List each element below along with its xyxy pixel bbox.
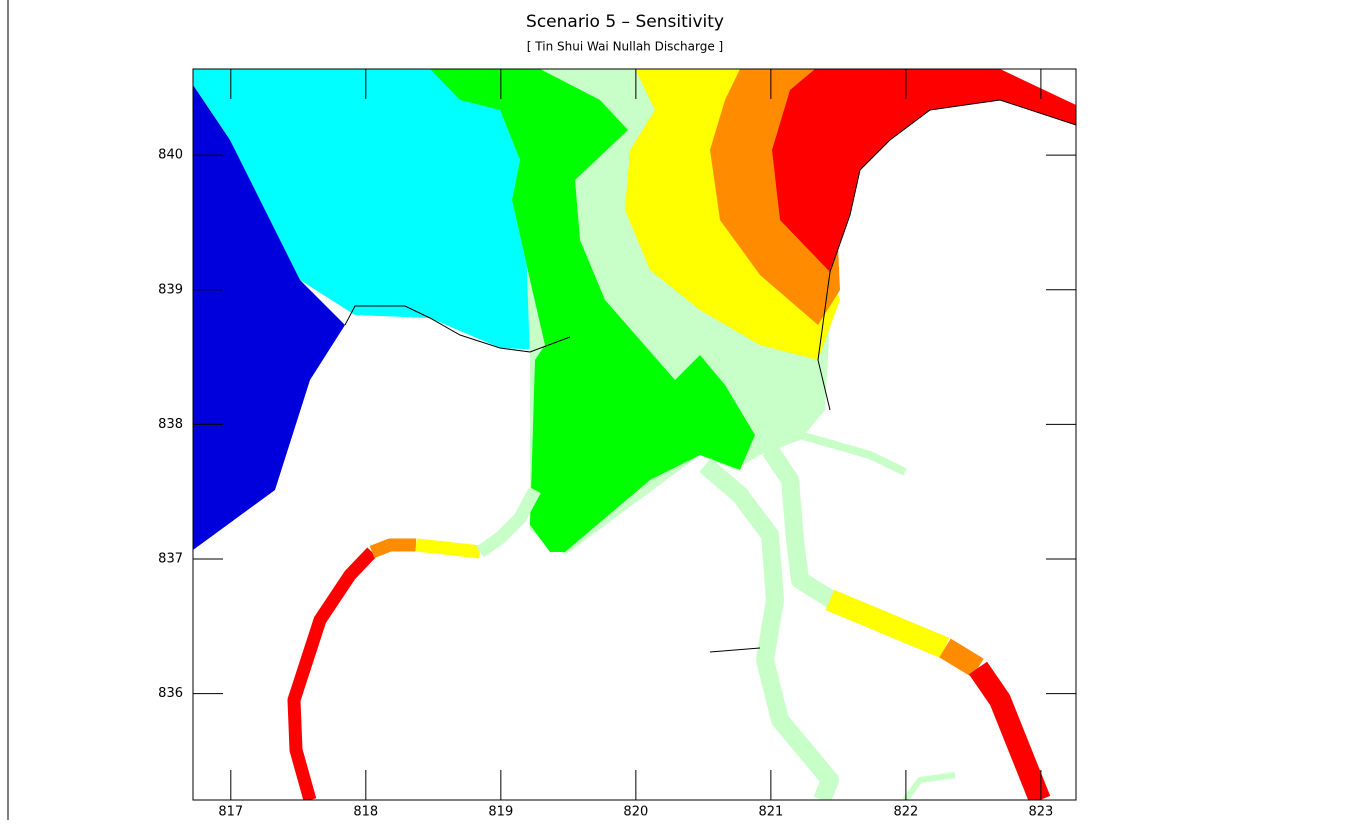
y-tick-label: 839 <box>158 282 183 297</box>
river-lightgreen <box>476 486 541 558</box>
channel-orange <box>939 638 984 678</box>
chart-subtitle: [ Tin Shui Wai Nullah Discharge ] <box>527 40 723 54</box>
river-orange <box>369 538 416 559</box>
contour-green <box>430 69 755 552</box>
contour-red <box>772 69 1076 272</box>
channel-lightgreen <box>902 772 956 800</box>
x-tick-label: 822 <box>893 805 918 820</box>
y-tick-label: 836 <box>158 686 183 701</box>
shoreline <box>817 99 1076 411</box>
contour-blue <box>193 85 345 550</box>
channel-lightgreen <box>699 458 839 800</box>
y-tick-label: 838 <box>158 417 183 432</box>
channel-lightgreen <box>762 445 837 608</box>
contour-map <box>193 69 1076 800</box>
river-yellow <box>415 538 481 559</box>
contour-cyan <box>193 69 545 350</box>
plot-frame <box>192 68 1077 801</box>
river-red <box>287 547 377 800</box>
x-tick-label: 823 <box>1028 805 1053 820</box>
x-tick-label: 817 <box>218 805 243 820</box>
y-tick-label: 837 <box>158 552 183 567</box>
channel-red <box>968 661 1051 800</box>
x-tick-label: 821 <box>758 805 783 820</box>
channel-yellow <box>825 589 950 659</box>
y-tick-label: 840 <box>158 148 183 163</box>
x-tick-label: 819 <box>488 805 513 820</box>
x-tick-label: 818 <box>353 805 378 820</box>
shoreline <box>709 647 761 653</box>
shoreline <box>344 305 571 353</box>
x-tick-label: 820 <box>623 805 648 820</box>
channel-lightgreen <box>798 431 907 476</box>
chart-title: Scenario 5 – Sensitivity <box>526 12 724 32</box>
